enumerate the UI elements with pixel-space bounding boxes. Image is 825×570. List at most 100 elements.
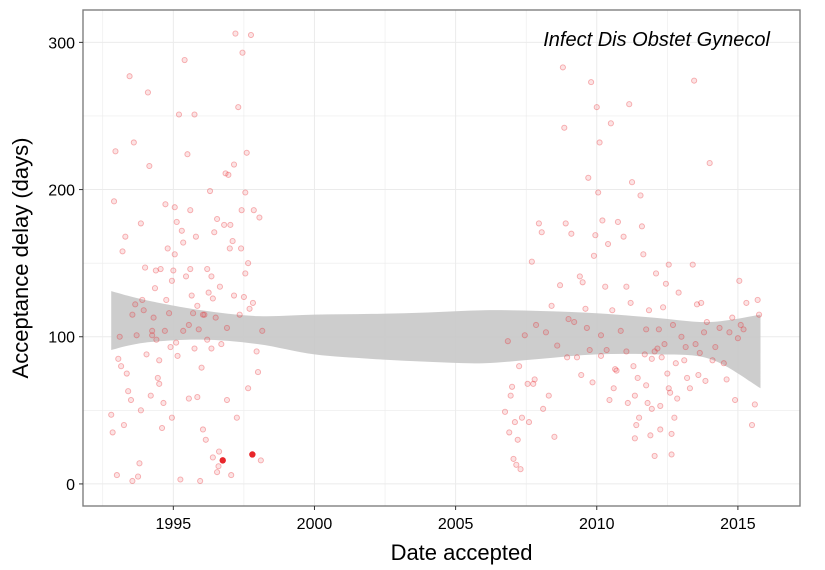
- data-point: [236, 311, 243, 318]
- data-point: [693, 301, 701, 308]
- data-point: [521, 332, 528, 339]
- data-point: [198, 364, 205, 371]
- data-point: [682, 343, 689, 351]
- data-point: [638, 223, 645, 230]
- data-point: [736, 277, 743, 284]
- data-point: [164, 245, 171, 252]
- plot-panel: [83, 10, 800, 506]
- data-point: [684, 374, 691, 382]
- data-point: [108, 411, 115, 418]
- data-point: [623, 283, 630, 290]
- data-point: [703, 318, 710, 326]
- data-point: [242, 270, 249, 277]
- data-point: [565, 316, 572, 323]
- data-point: [640, 251, 647, 258]
- data-point: [238, 207, 245, 214]
- data-point: [706, 160, 713, 167]
- data-point: [125, 388, 132, 395]
- data-point: [590, 252, 597, 259]
- data-point: [212, 314, 219, 321]
- data-point: [194, 394, 201, 401]
- data-point: [229, 238, 236, 245]
- data-point: [645, 307, 653, 314]
- data-point: [586, 346, 593, 354]
- data-point: [173, 339, 180, 346]
- data-point: [214, 469, 221, 476]
- x-axis-title: Date accepted: [391, 540, 533, 565]
- data-point: [214, 215, 221, 223]
- data-point: [142, 264, 149, 271]
- data-point: [692, 341, 699, 348]
- data-point: [589, 379, 596, 386]
- data-point: [191, 345, 198, 352]
- data-point: [603, 346, 610, 354]
- data-point: [115, 355, 122, 362]
- data-point: [143, 351, 150, 358]
- data-point: [657, 426, 664, 433]
- data-point: [604, 240, 612, 248]
- data-point: [668, 430, 675, 437]
- data-point: [664, 370, 671, 377]
- data-point: [743, 299, 750, 306]
- data-point: [168, 277, 175, 284]
- data-point: [111, 198, 118, 205]
- data-point: [756, 311, 763, 318]
- data-point: [668, 451, 675, 458]
- data-point: [732, 396, 739, 404]
- data-point: [245, 385, 252, 392]
- data-point: [173, 218, 180, 225]
- data-point: [538, 229, 545, 236]
- data-point: [227, 221, 234, 228]
- data-point: [644, 399, 651, 407]
- data-point: [702, 377, 709, 384]
- data-point: [652, 270, 660, 277]
- data-point: [188, 292, 195, 299]
- data-point: [147, 392, 154, 399]
- data-point: [174, 352, 181, 359]
- data-point: [132, 301, 139, 308]
- data-point: [626, 101, 633, 108]
- data-point: [557, 282, 564, 289]
- data-point: [134, 473, 142, 480]
- data-point: [146, 162, 153, 170]
- y-tick-label: 200: [48, 183, 75, 200]
- data-point: [551, 433, 558, 440]
- data-point: [235, 104, 242, 111]
- data-point: [136, 460, 143, 467]
- data-point: [215, 463, 222, 470]
- data-point: [516, 363, 523, 370]
- data-point: [170, 267, 177, 274]
- data-point: [249, 299, 256, 306]
- data-point: [112, 148, 119, 155]
- data-point: [617, 327, 624, 334]
- data-point: [191, 111, 198, 118]
- data-point: [585, 174, 592, 181]
- data-point: [216, 283, 223, 290]
- data-point: [661, 341, 668, 348]
- data-point: [205, 289, 212, 296]
- data-point: [504, 338, 511, 345]
- data-point: [630, 363, 637, 370]
- data-point: [185, 321, 192, 329]
- data-point: [698, 299, 705, 306]
- data-point: [583, 324, 590, 331]
- data-point: [628, 179, 636, 186]
- data-point: [242, 189, 249, 196]
- data-point: [158, 424, 166, 432]
- data-point: [700, 329, 708, 336]
- data-point: [517, 466, 524, 473]
- data-point: [120, 422, 127, 429]
- x-tick-label: 2005: [438, 516, 474, 533]
- data-point: [253, 348, 260, 355]
- data-point: [218, 341, 225, 348]
- data-point: [187, 207, 194, 214]
- data-point: [627, 299, 634, 306]
- data-point: [643, 326, 650, 333]
- x-tick-label: 2000: [297, 516, 333, 533]
- data-point: [240, 293, 247, 301]
- data-point: [144, 89, 151, 96]
- chart-title: Infect Dis Obstet Gynecol: [543, 29, 770, 51]
- data-point: [554, 342, 561, 349]
- data-point: [665, 261, 672, 268]
- data-point: [254, 369, 262, 376]
